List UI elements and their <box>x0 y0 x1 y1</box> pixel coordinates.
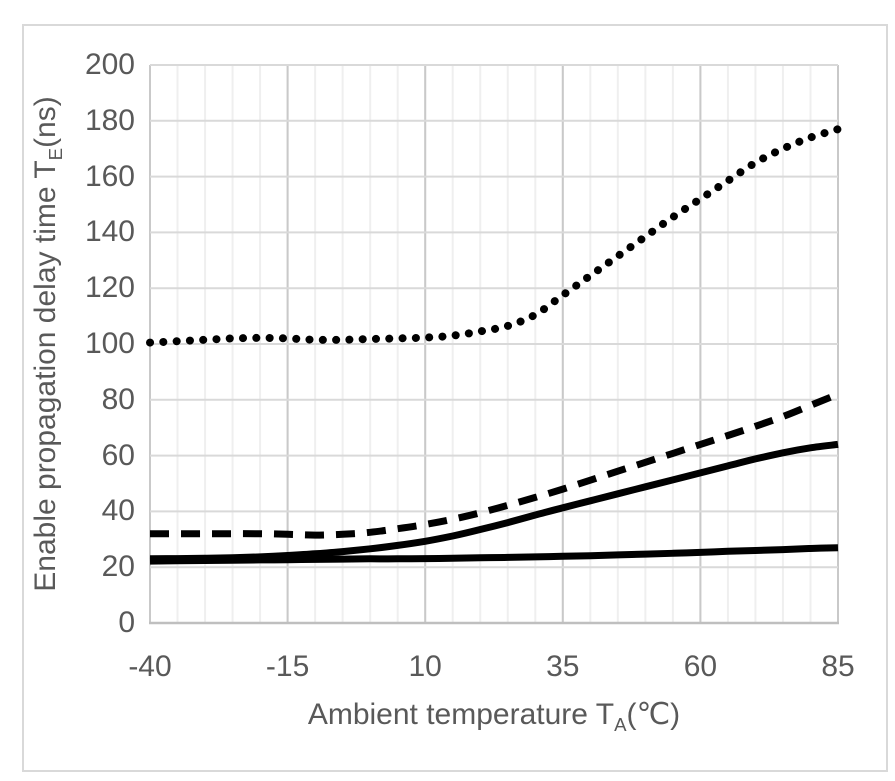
x-axis-title-unit: (℃) <box>626 698 681 731</box>
x-axis-title-subscript: A <box>614 714 627 735</box>
x-tick-label: 85 <box>821 650 855 683</box>
y-tick-label: 140 <box>84 215 135 249</box>
series-dashed-curve <box>150 390 840 539</box>
x-tick-label: 10 <box>408 650 442 683</box>
x-axis-title: Ambient temperature TA(℃) <box>307 697 681 735</box>
y-axis-title-unit: (ns) <box>29 96 62 148</box>
y-tick-label: 120 <box>84 271 135 305</box>
y-axis-title-subscript: E <box>45 147 66 161</box>
x-tick-label: -15 <box>265 650 310 683</box>
y-tick-label: 20 <box>101 550 135 584</box>
y-tick-label: 160 <box>84 159 135 193</box>
series-solid-upper-curve <box>149 440 839 563</box>
series-dotted-curve <box>146 125 842 347</box>
y-axis-title-text: Enable propagation delay time T <box>29 160 62 592</box>
y-tick-label: 100 <box>84 327 135 360</box>
y-axis-title: Enable propagation delay time TE(ns) <box>28 96 66 592</box>
series-solid-lower-curve <box>149 544 839 565</box>
x-tick-label: -40 <box>128 650 172 683</box>
y-tick-label: 200 <box>84 48 135 81</box>
y-tick-label: 180 <box>84 103 135 137</box>
x-tick-label: 35 <box>546 650 580 683</box>
x-tick-label: 60 <box>683 650 718 683</box>
y-tick-label: 40 <box>101 494 135 528</box>
x-axis-title-text: Ambient temperature T <box>307 698 615 731</box>
y-tick-label: 0 <box>118 606 135 639</box>
y-tick-label: 60 <box>101 438 135 472</box>
y-tick-label: 80 <box>101 382 135 416</box>
chart-frame <box>22 24 888 772</box>
